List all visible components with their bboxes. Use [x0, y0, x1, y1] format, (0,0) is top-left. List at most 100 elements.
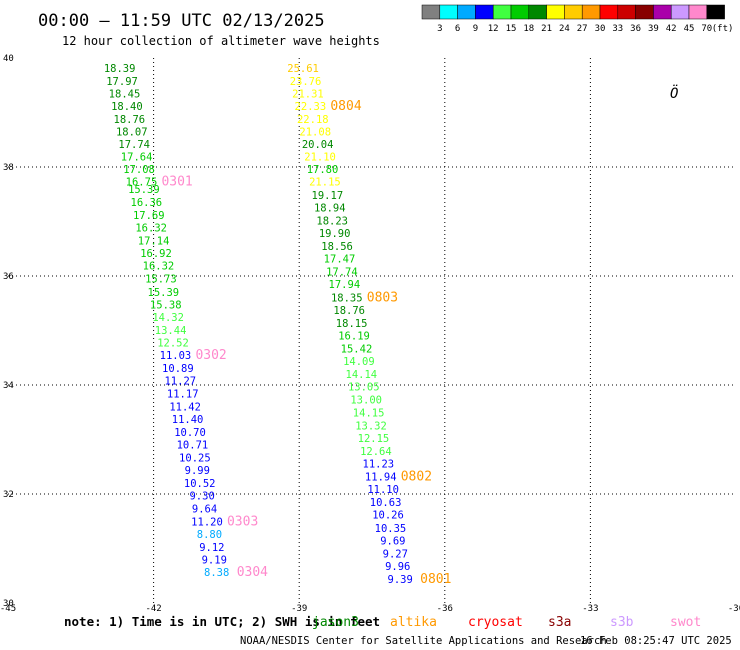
wave-height-value: 18.23	[316, 215, 348, 227]
wave-height-value: 15.73	[145, 274, 177, 286]
wave-height-value: 9.96	[385, 561, 410, 573]
y-tick-label: 30	[3, 599, 14, 609]
wave-height-value: 16.75	[126, 177, 158, 189]
wave-height-value: 8.80	[197, 529, 222, 541]
wave-height-value: 11.40	[172, 414, 204, 426]
wave-height-value: 14.15	[353, 407, 385, 419]
wave-height-value: 11.03	[160, 350, 192, 362]
colorbar-swatch	[510, 4, 530, 20]
pass-time-label: 0301	[161, 175, 192, 190]
y-tick-label: 32	[3, 490, 14, 500]
wave-height-value: 12.52	[157, 337, 189, 349]
colorbar-tick: 30	[595, 24, 606, 34]
colorbar-swatch	[706, 4, 725, 20]
colorbar-tick: 15	[506, 24, 517, 34]
y-tick-label: 38	[3, 163, 14, 173]
wave-height-value: 12.15	[358, 433, 390, 445]
colorbar-swatch	[457, 4, 476, 20]
wave-height-value: 18.76	[114, 114, 146, 126]
colorbar-tick: 42	[666, 24, 677, 34]
wave-height-value: 18.94	[314, 202, 346, 214]
colorbar-swatch	[617, 4, 636, 20]
wave-height-value: 16.32	[135, 222, 167, 234]
wave-height-value: 10.71	[177, 439, 209, 451]
wave-height-value: 13.05	[348, 382, 380, 394]
colorbar-tick: 39	[648, 24, 659, 34]
chart-title: 00:00 – 11:59 UTC 02/13/2025	[38, 11, 325, 31]
colorbar-tick: 24	[559, 24, 570, 34]
colorbar-swatch	[492, 4, 512, 20]
pass-time-label: 0803	[367, 290, 398, 305]
wave-height-value: 17.94	[329, 279, 361, 291]
satellite-name-s3a: s3a	[548, 615, 571, 630]
colorbar-swatch	[564, 4, 583, 20]
wave-height-value: 17.69	[133, 210, 165, 222]
wave-height-value: 19.17	[312, 190, 344, 202]
wave-height-value: 16.32	[143, 261, 175, 273]
colorbar-tick: 21	[541, 24, 552, 34]
wave-height-value: 10.63	[370, 497, 402, 509]
wave-height-value: 9.27	[383, 548, 408, 560]
colorbar-tick: 27	[577, 24, 588, 34]
wave-height-value: 13.00	[350, 395, 382, 407]
wave-height-value: 18.40	[111, 101, 143, 113]
wave-height-value: 17.74	[118, 139, 150, 151]
wave-height-value: 11.20	[191, 516, 223, 528]
wave-height-value: 17.08	[123, 164, 155, 176]
wave-height-value: 21.31	[292, 88, 324, 100]
y-tick-label: 40	[3, 54, 14, 64]
satellite-name-swot: swot	[670, 615, 701, 630]
wave-height-value: 10.35	[375, 523, 407, 535]
colorbar-tick: 18	[523, 24, 534, 34]
wave-height-value: 16.92	[140, 248, 172, 260]
footer-credit: NOAA/NESDIS Center for Satellite Applica…	[240, 635, 607, 647]
x-tick-label: -33	[582, 604, 598, 614]
colorbar-swatch	[599, 4, 619, 20]
x-tick-label: -39	[291, 604, 307, 614]
data-marks: 18.3917.9718.4518.4018.7618.0717.7417.64…	[104, 63, 452, 587]
y-tick-label: 34	[3, 381, 14, 391]
wave-height-value: 16.19	[338, 330, 370, 342]
wave-height-value: 23.76	[290, 76, 322, 88]
wave-height-value: 11.27	[164, 376, 196, 388]
wave-height-value: 14.32	[152, 312, 184, 324]
x-tick-label: -42	[145, 604, 161, 614]
wave-height-value: 14.14	[346, 369, 378, 381]
colorbar-tick: 70	[701, 24, 712, 34]
wave-height-value: 10.52	[184, 478, 216, 490]
wave-height-value: 19.90	[319, 228, 351, 240]
wave-height-value: 18.07	[116, 127, 148, 139]
footer-timestamp: 16 Feb 08:25:47 UTC 2025	[580, 635, 732, 647]
colorbar-swatch	[475, 4, 494, 20]
land-label: Ö	[670, 84, 678, 102]
colorbar-tick: 12	[488, 24, 499, 34]
wave-height-value: 9.12	[199, 542, 224, 554]
satellite-name-cryosat: cryosat	[468, 615, 523, 630]
colorbar-tick: 33	[612, 24, 623, 34]
colorbar-swatch	[581, 4, 601, 20]
colorbar-swatch	[421, 4, 441, 20]
wave-height-value: 9.64	[192, 504, 217, 516]
footer-note: note: 1) Time is in UTC; 2) SWH is in fe…	[64, 614, 380, 629]
colorbar-swatch	[635, 4, 654, 20]
wave-height-value: 18.76	[333, 305, 365, 317]
wave-height-value: 9.30	[189, 491, 214, 503]
pass-time-label: 0802	[401, 470, 432, 485]
wave-height-value: 9.19	[202, 554, 227, 566]
wave-height-value: 17.14	[138, 236, 170, 248]
wave-height-value: 13.32	[355, 420, 387, 432]
pass-time-label: 0302	[195, 348, 226, 363]
colorbar-swatch	[528, 4, 547, 20]
wave-height-value: 21.08	[299, 127, 331, 139]
wave-height-value: 11.10	[367, 484, 399, 496]
wave-height-value: 11.94	[365, 472, 397, 484]
wave-height-value: 17.47	[324, 254, 356, 266]
wave-height-value: 10.89	[162, 363, 194, 375]
wave-height-value: 11.42	[169, 401, 201, 413]
wave-height-value: 10.25	[179, 452, 211, 464]
chart-subtitle: 12 hour collection of altimeter wave hei…	[62, 34, 380, 48]
x-axis-ticks: -45 -42 -39 -36 -33 -30	[0, 604, 740, 614]
pass-time-label: 0303	[227, 514, 258, 529]
wave-height-value: 18.45	[109, 88, 141, 100]
